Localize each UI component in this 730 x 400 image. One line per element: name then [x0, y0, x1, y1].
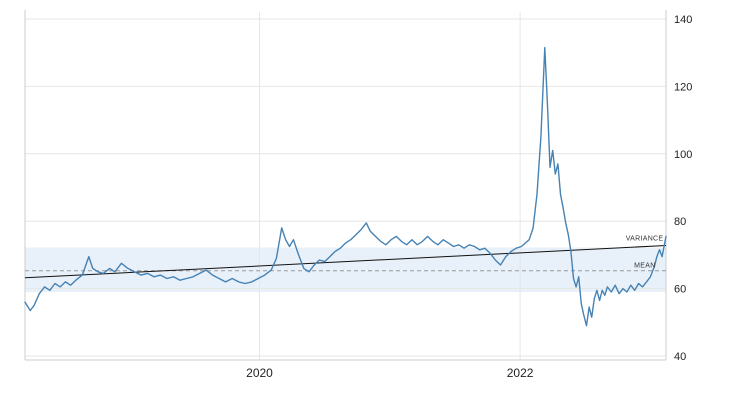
- annotation-label: VARIANCE: [626, 236, 664, 243]
- x-tick-label: 2020: [246, 366, 273, 380]
- y-tick-label: 40: [674, 351, 686, 363]
- y-tick-label: 140: [674, 14, 692, 26]
- y-tick-label: 100: [674, 149, 692, 161]
- y-tick-label: 60: [674, 284, 686, 296]
- annotation-label: MEAN: [634, 263, 655, 270]
- x-tick-label: 2022: [507, 366, 534, 380]
- variance-band: [25, 247, 666, 292]
- y-tick-label: 120: [674, 81, 692, 93]
- series-line: [24, 46, 667, 327]
- trend-line: [24, 245, 667, 279]
- y-tick-label: 80: [674, 216, 686, 228]
